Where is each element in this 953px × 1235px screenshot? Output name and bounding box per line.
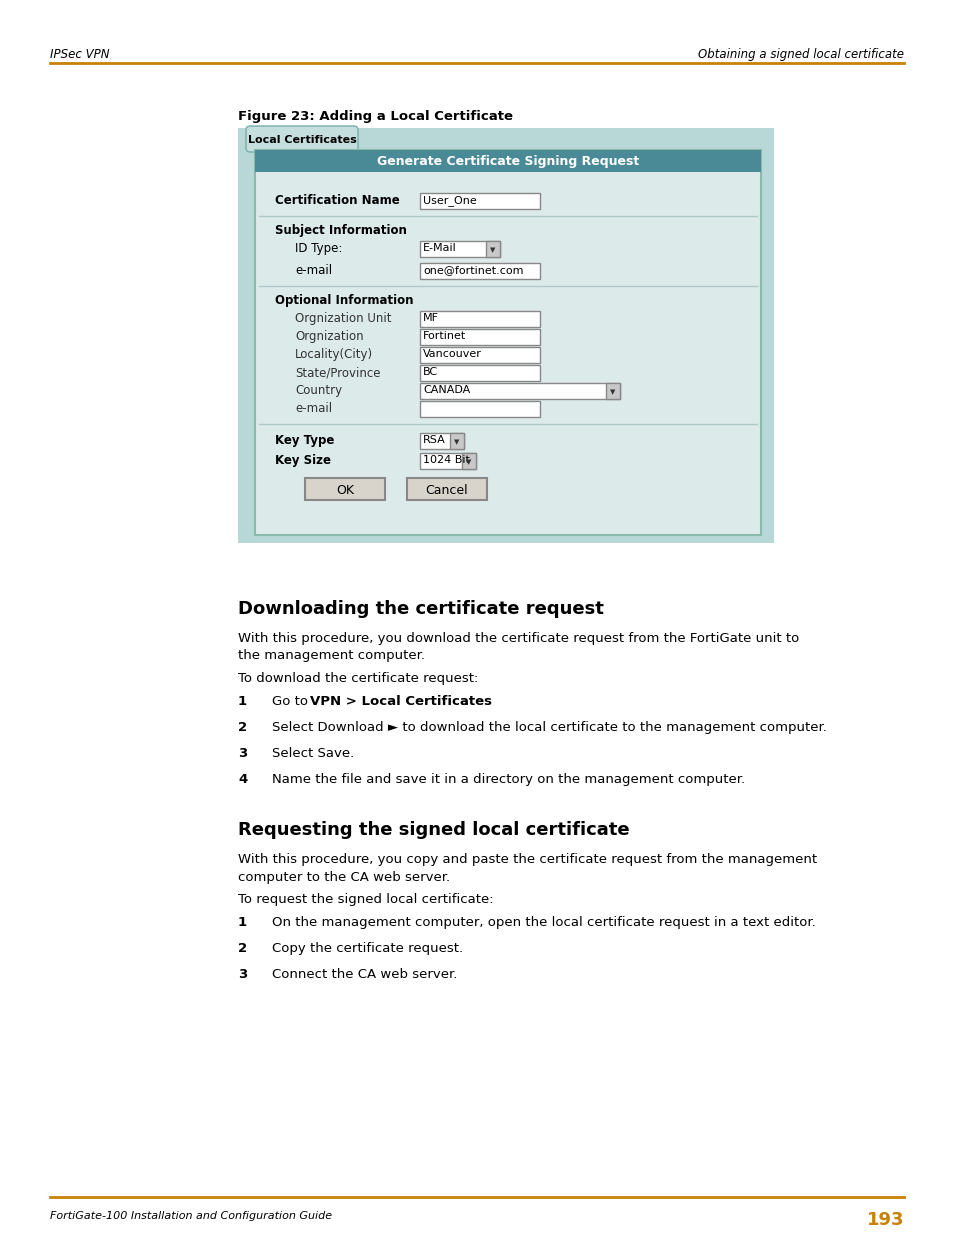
Text: VPN > Local Certificates: VPN > Local Certificates — [310, 695, 492, 708]
Bar — [485, 241, 499, 257]
Bar — [450, 433, 463, 450]
Text: E-Mail: E-Mail — [422, 243, 456, 253]
Bar — [419, 193, 539, 209]
Text: ▼: ▼ — [610, 389, 615, 395]
Text: 3: 3 — [237, 747, 247, 760]
Bar — [419, 453, 476, 469]
Text: Local Certificates: Local Certificates — [248, 135, 356, 144]
Bar — [254, 149, 760, 172]
Text: Optional Information: Optional Information — [274, 294, 413, 308]
Text: 1: 1 — [237, 695, 247, 708]
Text: BC: BC — [422, 367, 437, 377]
Text: Certification Name: Certification Name — [274, 194, 399, 207]
Text: ▼: ▼ — [454, 438, 459, 445]
Text: FortiGate-100 Installation and Configuration Guide: FortiGate-100 Installation and Configura… — [50, 1212, 332, 1221]
Text: Subject Information: Subject Information — [274, 224, 406, 237]
Text: Select Download ► to download the local certificate to the management computer.: Select Download ► to download the local … — [272, 721, 826, 734]
Text: Locality(City): Locality(City) — [294, 348, 373, 361]
Text: ▼: ▼ — [466, 459, 471, 466]
Text: Generate Certificate Signing Request: Generate Certificate Signing Request — [376, 156, 639, 168]
Text: ▼: ▼ — [490, 247, 496, 253]
Text: 1: 1 — [237, 916, 247, 929]
Bar — [237, 128, 773, 543]
Text: 2: 2 — [237, 942, 247, 955]
Text: Country: Country — [294, 384, 342, 396]
Text: With this procedure, you download the certificate request from the FortiGate uni: With this procedure, you download the ce… — [237, 632, 799, 662]
Text: State/Province: State/Province — [294, 366, 380, 379]
Bar — [254, 149, 760, 535]
Text: ID Type:: ID Type: — [294, 242, 342, 254]
Text: Obtaining a signed local certificate: Obtaining a signed local certificate — [698, 48, 903, 61]
Text: Name the file and save it in a directory on the management computer.: Name the file and save it in a directory… — [272, 773, 744, 785]
Text: one@fortinet.com: one@fortinet.com — [422, 266, 523, 275]
Text: Copy the certificate request.: Copy the certificate request. — [272, 942, 462, 955]
Text: .: . — [462, 695, 467, 708]
Text: Cancel: Cancel — [425, 483, 468, 496]
Text: Select Save.: Select Save. — [272, 747, 354, 760]
Text: To request the signed local certificate:: To request the signed local certificate: — [237, 893, 493, 906]
Text: To download the certificate request:: To download the certificate request: — [237, 672, 477, 685]
Text: CANADA: CANADA — [422, 385, 470, 395]
Text: Orgnization: Orgnization — [294, 330, 363, 343]
Text: e-mail: e-mail — [294, 264, 332, 277]
Text: IPSec VPN: IPSec VPN — [50, 48, 110, 61]
Text: MF: MF — [422, 312, 438, 324]
Bar — [419, 366, 539, 382]
Bar — [419, 347, 539, 363]
Bar — [419, 383, 619, 399]
Text: Orgnization Unit: Orgnization Unit — [294, 312, 391, 325]
Text: On the management computer, open the local certificate request in a text editor.: On the management computer, open the loc… — [272, 916, 815, 929]
Text: 2: 2 — [237, 721, 247, 734]
Text: With this procedure, you copy and paste the certificate request from the managem: With this procedure, you copy and paste … — [237, 853, 817, 883]
Text: Fortinet: Fortinet — [422, 331, 466, 341]
Bar — [305, 478, 385, 500]
Text: Figure 23: Adding a Local Certificate: Figure 23: Adding a Local Certificate — [237, 110, 513, 124]
Text: Connect the CA web server.: Connect the CA web server. — [272, 968, 456, 981]
Bar — [419, 433, 463, 450]
Text: OK: OK — [335, 483, 354, 496]
Text: RSA: RSA — [422, 435, 445, 445]
Bar — [419, 329, 539, 345]
Text: 1024 Bit: 1024 Bit — [422, 454, 470, 466]
Text: User_One: User_One — [422, 195, 476, 206]
Bar — [407, 478, 486, 500]
Text: 3: 3 — [237, 968, 247, 981]
Text: Requesting the signed local certificate: Requesting the signed local certificate — [237, 821, 629, 839]
Bar — [461, 453, 476, 469]
Text: e-mail: e-mail — [294, 403, 332, 415]
Text: Go to: Go to — [272, 695, 312, 708]
Text: Vancouver: Vancouver — [422, 350, 481, 359]
FancyBboxPatch shape — [246, 126, 357, 152]
Text: 193: 193 — [865, 1212, 903, 1229]
Bar — [419, 401, 539, 417]
Bar — [419, 241, 499, 257]
Bar — [419, 263, 539, 279]
Text: Key Type: Key Type — [274, 433, 334, 447]
Text: Key Size: Key Size — [274, 454, 331, 467]
Bar — [419, 311, 539, 327]
Bar — [605, 383, 619, 399]
Text: Downloading the certificate request: Downloading the certificate request — [237, 600, 603, 618]
Text: 4: 4 — [237, 773, 247, 785]
